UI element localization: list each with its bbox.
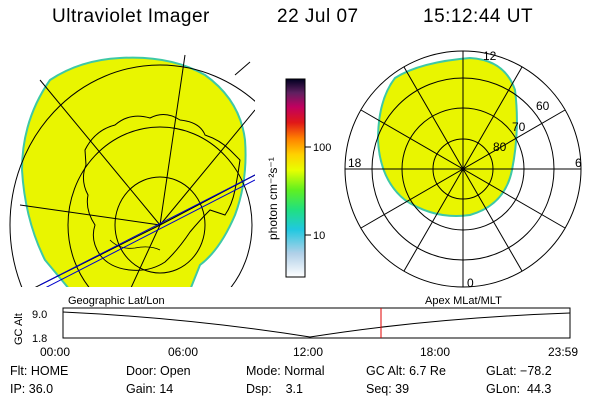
- timeline-xtick-0600: 06:00: [168, 345, 198, 359]
- mlt-label-12: 12: [483, 49, 497, 63]
- aurora-oval-polar: [376, 56, 518, 217]
- status-gain: Gain: 14: [126, 382, 174, 396]
- timeline-xtick-0000: 00:00: [40, 345, 70, 359]
- colorbar-unit-label: photon cm⁻²s⁻¹: [266, 157, 280, 240]
- geographic-map: [9, 54, 255, 287]
- status-glat: GLat: −78.2: [486, 364, 552, 378]
- timeline-xtick-1200: 12:00: [293, 345, 323, 359]
- polar-mlt-plot: 12 18 6 0 60 70 80: [344, 49, 582, 290]
- aurora-oval-geographic: [20, 56, 247, 287]
- lat-label-70: 70: [512, 120, 526, 134]
- observation-time: 15:12:44 UT: [423, 6, 534, 27]
- instrument-title: Ultraviolet Imager: [52, 6, 210, 27]
- mlt-label-0: 0: [467, 276, 474, 290]
- mlt-label-18: 18: [348, 156, 362, 170]
- status-gc-alt: GC Alt: 6.7 Re: [366, 364, 446, 378]
- timeline-left-label: Geographic Lat/Lon: [68, 295, 165, 307]
- status-seq: Seq: 39: [366, 382, 410, 396]
- timeline-ytick-low: 1.8: [32, 333, 47, 345]
- colorbar: [285, 78, 306, 278]
- status-dsp: Dsp: 3.1: [246, 382, 303, 396]
- orbit-altitude-curve: [62, 311, 571, 338]
- observation-date: 22 Jul 07: [277, 6, 359, 27]
- status-mode: Mode: Normal: [246, 364, 325, 378]
- colorbar-tick-10: 10: [313, 230, 325, 242]
- mlt-label-6: 6: [575, 156, 582, 170]
- status-door: Door: Open: [126, 364, 191, 378]
- timeline-xtick-1800: 18:00: [420, 345, 450, 359]
- timeline-y-axis-label: GC Alt: [13, 313, 25, 345]
- timeline-ytick-high: 9.0: [32, 309, 47, 321]
- colorbar-tick-100: 100: [313, 142, 331, 154]
- timeline-xtick-2359: 23:59: [548, 345, 578, 359]
- status-flt: Flt: HOME: [10, 364, 69, 378]
- timeline-right-label: Apex MLat/MLT: [425, 295, 502, 307]
- status-ip: IP: 36.0: [10, 382, 54, 396]
- status-glon: GLon: 44.3: [486, 382, 552, 396]
- lat-label-60: 60: [536, 99, 550, 113]
- coastline: [82, 114, 241, 271]
- lat-label-80: 80: [493, 140, 507, 154]
- timeline-frame: [62, 307, 571, 339]
